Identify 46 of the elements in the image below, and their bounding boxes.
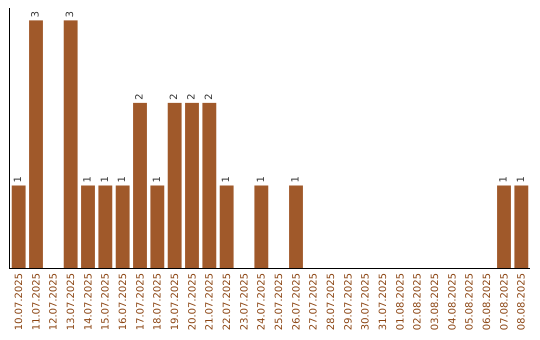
x-tick-label: 10.07.2025: [14, 273, 25, 330]
data-label: 1: [117, 176, 128, 182]
data-label: 1: [152, 176, 163, 182]
data-label: 2: [186, 94, 198, 100]
data-label: 2: [169, 94, 180, 100]
data-label: 1: [13, 176, 24, 182]
x-tick-label: 13.07.2025: [66, 273, 77, 330]
x-tick-label: 26.07.2025: [291, 273, 302, 330]
x-tick-label: 18.07.2025: [152, 273, 164, 330]
x-tick-label: 08.08.2025: [516, 273, 528, 330]
data-label: 1: [221, 176, 232, 182]
x-tick-label: 06.08.2025: [482, 273, 493, 330]
x-tick-label: 22.07.2025: [222, 273, 233, 330]
x-tick-label: 02.08.2025: [412, 273, 424, 330]
data-label: 1: [256, 176, 267, 182]
x-tick-label: 24.07.2025: [256, 273, 268, 330]
x-tick-label: 05.08.2025: [464, 273, 476, 330]
data-label: 3: [30, 11, 42, 18]
x-tick-label: 07.08.2025: [499, 273, 510, 330]
x-tick-label: 25.07.2025: [274, 273, 285, 330]
x-tick-label: 16.07.2025: [118, 273, 129, 330]
x-tick-label: 20.07.2025: [187, 273, 198, 330]
x-tick-label: 01.08.2025: [395, 273, 406, 330]
data-label: 1: [82, 176, 94, 182]
x-tick-label: 23.07.2025: [239, 273, 250, 330]
data-label: 1: [100, 176, 111, 182]
x-tick-label: 14.07.2025: [83, 273, 94, 330]
x-tick-label: 17.07.2025: [135, 273, 146, 330]
x-tick-label: 12.07.2025: [48, 273, 60, 330]
data-label: 1: [290, 176, 302, 182]
data-label: 2: [134, 94, 146, 100]
data-label: 2: [204, 94, 215, 100]
data-label: 3: [65, 11, 76, 18]
x-tick-label: 19.07.2025: [170, 273, 181, 330]
x-tick-label: 04.08.2025: [447, 273, 458, 330]
data-label: 1: [516, 176, 527, 182]
x-tick-label: 15.07.2025: [100, 273, 112, 330]
x-tick-label: 03.08.2025: [430, 273, 441, 330]
x-tick-label: 21.07.2025: [204, 273, 216, 330]
x-tick-label: 30.07.2025: [360, 273, 372, 330]
x-tick-label: 27.07.2025: [308, 273, 320, 330]
x-tick-label: 28.07.2025: [326, 273, 337, 330]
data-label: 1: [498, 176, 510, 182]
x-tick-label: 11.07.2025: [31, 273, 42, 330]
x-tick-label: 29.07.2025: [343, 273, 354, 330]
x-tick-label: 31.07.2025: [378, 273, 389, 330]
